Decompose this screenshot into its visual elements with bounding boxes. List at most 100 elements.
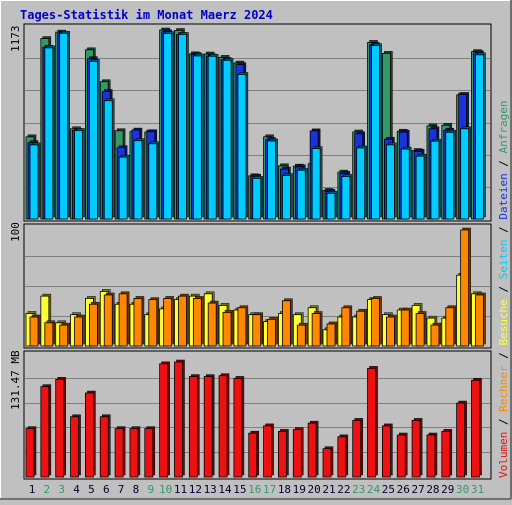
day-label-13: 13: [204, 483, 217, 496]
day-label-30: 30: [456, 483, 469, 496]
legend-segment: Rechner: [497, 365, 510, 412]
day-label-20: 20: [308, 483, 321, 496]
day-label-19: 19: [293, 483, 306, 496]
pages-bar-day-20: [311, 146, 323, 220]
volume-bar-day-18: [278, 429, 289, 478]
panel-visits-ymax-label: 100: [9, 222, 22, 242]
sites-bar-day-18: [282, 298, 293, 347]
volume-bar-day-8: [129, 426, 141, 478]
sites-bar-day-11: [178, 293, 189, 347]
sites-bar-day-10: [163, 296, 174, 347]
legend-segment: /: [497, 153, 510, 173]
bar-marks: [25, 27, 486, 478]
pages-bar-day-21: [326, 191, 338, 220]
day-label-9: 9: [147, 483, 154, 496]
sites-bar-day-16: [252, 312, 263, 347]
pages-bar-day-31: [475, 52, 486, 220]
panel-hits-ymax-label: 1173: [9, 26, 22, 53]
pages-bar-day-6: [103, 98, 115, 220]
pages-bar-day-8: [133, 138, 145, 220]
volume-bar-day-19: [292, 427, 304, 478]
pages-bar-day-16: [252, 176, 263, 220]
pages-bar-day-12: [192, 53, 204, 220]
volume-bar-day-9: [144, 426, 156, 478]
volume-bar-day-16: [248, 430, 259, 478]
day-label-25: 25: [382, 483, 395, 496]
volume-bar-day-20: [307, 420, 319, 478]
volume-bar-day-26: [396, 432, 408, 478]
volume-bar-day-28: [426, 432, 438, 478]
day-label-6: 6: [103, 483, 110, 496]
pages-bar-day-25: [385, 142, 397, 220]
sites-bar-day-25: [385, 314, 397, 347]
day-label-22: 22: [337, 483, 350, 496]
sites-bar-day-27: [415, 311, 427, 347]
pages-bar-day-5: [89, 59, 100, 220]
sites-bar-day-21: [326, 321, 338, 347]
volume-bar-day-22: [337, 434, 349, 478]
panel-volume-ymax-label: 131.47 MB: [9, 350, 22, 410]
sites-bar-day-2: [44, 320, 56, 347]
day-label-5: 5: [88, 483, 95, 496]
pages-bar-day-29: [445, 130, 457, 220]
pages-bar-day-24: [371, 43, 382, 220]
sites-bar-day-17: [267, 317, 278, 347]
day-label-21: 21: [322, 483, 335, 496]
sites-bar-day-1: [29, 314, 41, 347]
day-label-24: 24: [367, 483, 381, 496]
legend: Volumen / Rechner / Besuche / Seiten / D…: [497, 100, 510, 478]
volume-bar-day-6: [99, 414, 111, 478]
sites-bar-day-28: [430, 322, 442, 347]
legend-segment: /: [497, 412, 510, 432]
day-label-23: 23: [352, 483, 365, 496]
legend-segment: Dateien: [497, 173, 510, 219]
chart-title: Tages-Statistik im Monat Maerz 2024: [20, 8, 273, 22]
volume-bar-day-10: [159, 361, 170, 478]
day-label-18: 18: [278, 483, 291, 496]
legend-segment: Volumen: [497, 432, 510, 478]
sites-bar-day-24: [371, 296, 382, 347]
day-label-17: 17: [263, 483, 276, 496]
day-label-2: 2: [44, 483, 51, 496]
pages-bar-day-1: [29, 142, 41, 220]
sites-bar-day-5: [89, 301, 100, 347]
day-label-3: 3: [58, 483, 65, 496]
volume-bar-day-27: [411, 418, 423, 478]
pages-bar-day-13: [207, 54, 219, 220]
sites-bar-day-31: [475, 292, 486, 347]
volume-bar-day-14: [218, 373, 230, 478]
legend-segment: /: [497, 279, 510, 299]
day-label-10: 10: [159, 483, 172, 496]
day-label-26: 26: [397, 483, 410, 496]
pages-bar-day-9: [148, 141, 160, 220]
sites-bar-day-30: [460, 227, 471, 347]
pages-bar-day-19: [296, 167, 308, 220]
day-label-15: 15: [233, 483, 246, 496]
pages-bar-day-10: [163, 31, 174, 220]
pages-bar-day-30: [460, 126, 471, 220]
volume-bar-day-23: [352, 418, 363, 478]
sites-bar-day-4: [74, 314, 85, 347]
volume-bar-day-25: [381, 423, 393, 478]
volume-bar-day-31: [471, 377, 482, 478]
sites-bar-day-12: [192, 296, 204, 347]
sites-bar-day-20: [311, 311, 323, 347]
sites-bar-day-8: [133, 296, 145, 347]
pages-bar-day-15: [237, 72, 249, 220]
pages-bar-day-18: [282, 173, 293, 220]
day-label-11: 11: [174, 483, 187, 496]
day-label-16: 16: [248, 483, 261, 496]
sites-bar-day-26: [400, 307, 412, 347]
volume-bar-day-11: [174, 359, 185, 478]
sites-bar-day-15: [237, 305, 249, 347]
sites-bar-day-9: [148, 297, 160, 347]
legend-segment: /: [497, 346, 510, 366]
day-label-14: 14: [218, 483, 232, 496]
day-label-27: 27: [411, 483, 424, 496]
legend-segment: Anfragen: [497, 100, 510, 153]
day-label-29: 29: [441, 483, 454, 496]
volume-bar-day-29: [441, 429, 453, 478]
volume-bar-day-1: [25, 426, 37, 478]
volume-bar-day-15: [233, 376, 245, 478]
pages-bar-day-3: [59, 30, 70, 220]
